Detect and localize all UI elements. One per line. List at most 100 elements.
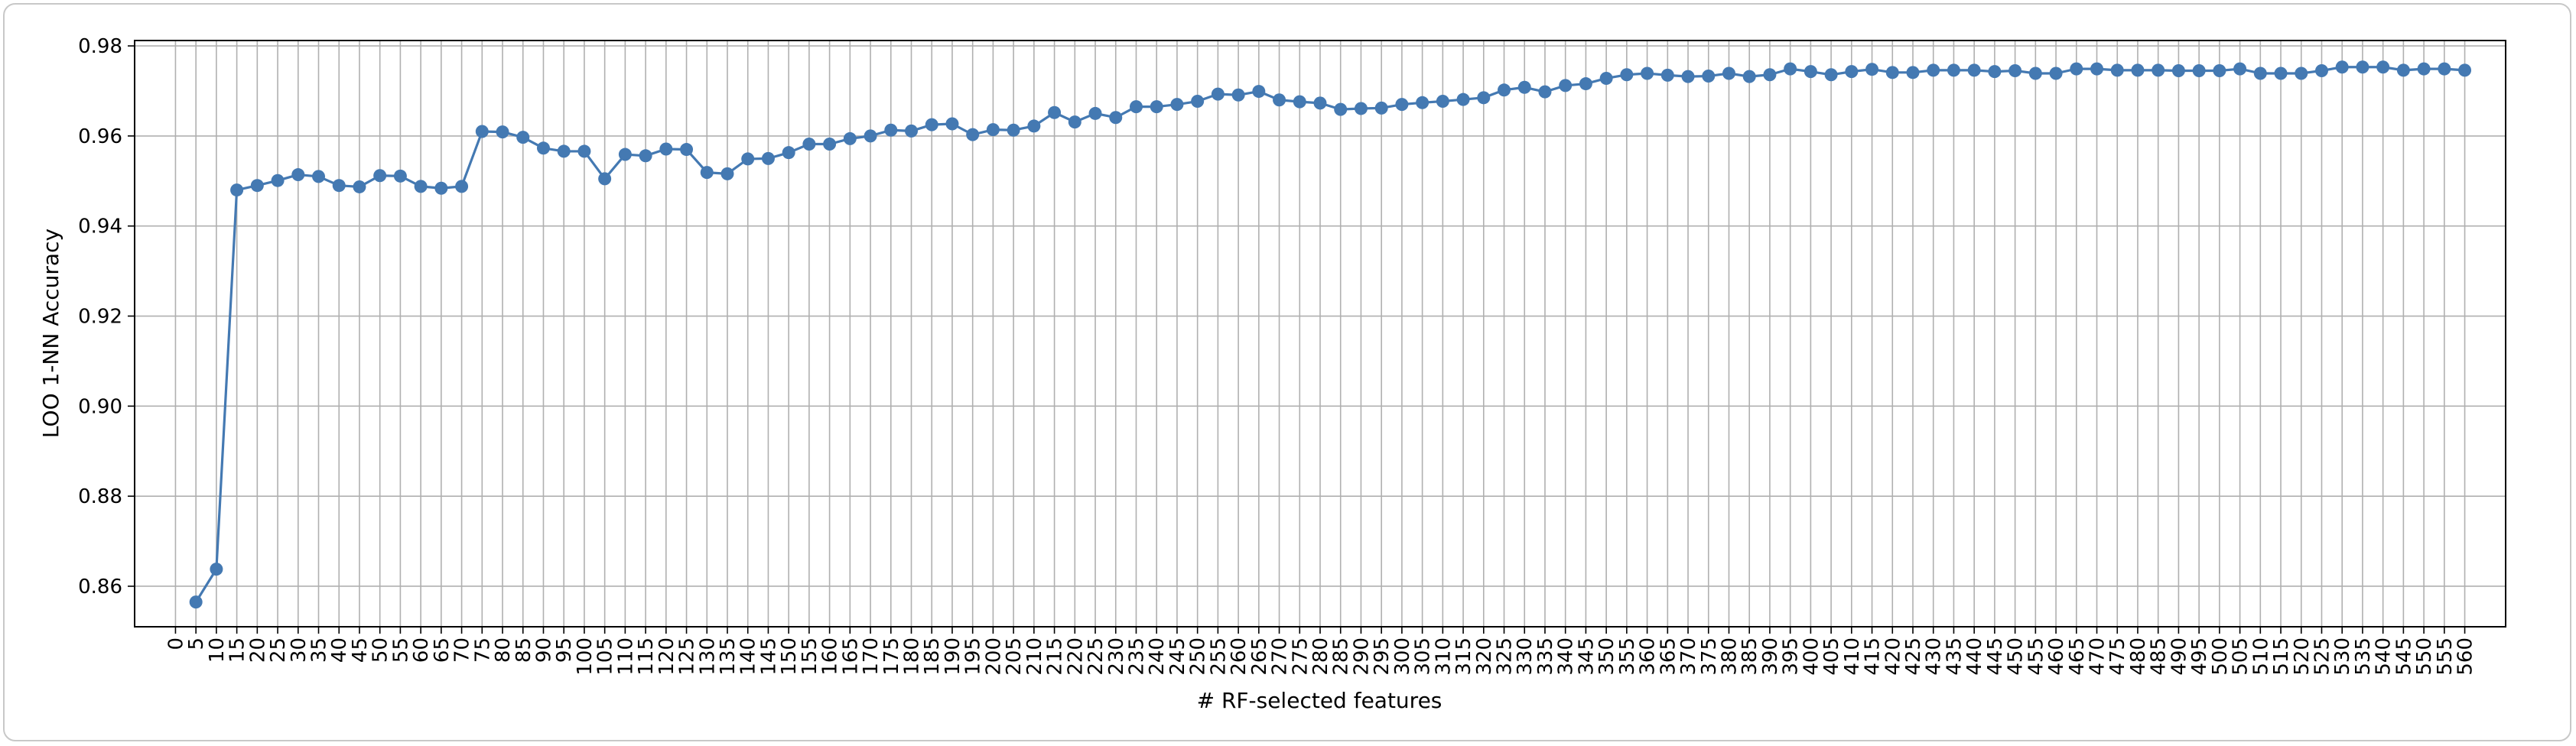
data-point bbox=[2335, 60, 2349, 74]
x-tick-label: 155 bbox=[798, 637, 821, 676]
x-tick-label: 410 bbox=[1841, 637, 1864, 676]
x-tick-label: 290 bbox=[1350, 637, 1373, 676]
data-point bbox=[782, 146, 795, 160]
data-point bbox=[905, 124, 919, 138]
x-tick-label: 440 bbox=[1963, 637, 1986, 676]
data-point bbox=[741, 152, 755, 166]
x-tick-label: 435 bbox=[1943, 637, 1966, 676]
data-point bbox=[2152, 63, 2165, 77]
x-tick-label: 495 bbox=[2188, 637, 2211, 676]
data-point bbox=[598, 172, 612, 186]
x-tick-label: 430 bbox=[1923, 637, 1946, 676]
x-tick-label: 30 bbox=[288, 637, 311, 663]
x-tick-label: 375 bbox=[1698, 637, 1721, 676]
x-tick-label: 390 bbox=[1759, 637, 1782, 676]
y-axis-title: LOO 1-NN Accuracy bbox=[38, 229, 63, 438]
x-tick-label: 115 bbox=[635, 637, 658, 676]
data-point bbox=[516, 131, 530, 144]
data-point bbox=[2090, 62, 2104, 76]
x-tick-label: 295 bbox=[1371, 637, 1394, 676]
data-point bbox=[1906, 66, 1920, 79]
x-tick-label: 140 bbox=[737, 637, 760, 676]
x-tick-label: 35 bbox=[308, 637, 331, 663]
data-point bbox=[250, 179, 264, 193]
x-tick-label: 175 bbox=[880, 637, 903, 676]
data-point bbox=[2192, 63, 2206, 77]
data-point bbox=[2070, 62, 2083, 76]
data-point bbox=[1988, 65, 2002, 79]
x-tick-label: 365 bbox=[1657, 637, 1680, 676]
data-point bbox=[1150, 100, 1163, 114]
data-point bbox=[1354, 102, 1368, 115]
data-point bbox=[2376, 60, 2390, 74]
data-point bbox=[1211, 87, 1225, 101]
data-point bbox=[2110, 63, 2124, 77]
x-tick-label: 235 bbox=[1125, 637, 1148, 676]
x-tick-label: 275 bbox=[1289, 637, 1312, 676]
data-point bbox=[618, 148, 632, 161]
data-point bbox=[1170, 98, 1184, 112]
x-tick-label: 170 bbox=[860, 637, 883, 676]
x-tick-label: 420 bbox=[1882, 637, 1904, 676]
data-point bbox=[925, 118, 938, 131]
data-point bbox=[1109, 111, 1123, 125]
x-tick-label: 525 bbox=[2311, 637, 2334, 676]
x-tick-label: 515 bbox=[2270, 637, 2293, 676]
x-tick-label: 405 bbox=[1820, 637, 1843, 676]
x-tick-label: 190 bbox=[942, 637, 964, 676]
data-point bbox=[1129, 100, 1143, 114]
data-point bbox=[639, 149, 652, 163]
x-tick-label: 395 bbox=[1780, 637, 1803, 676]
x-tick-label: 285 bbox=[1330, 637, 1353, 676]
x-tick-label: 475 bbox=[2106, 637, 2129, 676]
y-axis: 0.86 0.88 0.90 0.92 0.94 0.96 0.98 bbox=[78, 35, 135, 598]
data-point bbox=[2171, 63, 2185, 77]
data-point bbox=[843, 131, 857, 145]
data-point bbox=[1436, 95, 1449, 109]
data-point bbox=[1007, 123, 1020, 137]
data-point bbox=[1416, 96, 1429, 109]
x-tick-label: 125 bbox=[676, 637, 699, 676]
data-point bbox=[2295, 66, 2308, 80]
x-tick-label: 165 bbox=[839, 637, 862, 676]
data-point bbox=[1517, 80, 1531, 94]
data-point bbox=[353, 180, 366, 193]
x-tick-label: 25 bbox=[267, 637, 290, 663]
data-point bbox=[1068, 115, 1081, 129]
data-point bbox=[2314, 63, 2328, 77]
y-tick-label: 0.88 bbox=[78, 485, 122, 508]
x-tick-label: 400 bbox=[1800, 637, 1823, 676]
x-tick-label: 135 bbox=[717, 637, 740, 676]
data-point bbox=[1967, 63, 1981, 77]
data-point bbox=[2253, 66, 2267, 80]
x-tick-label: 445 bbox=[1984, 637, 2007, 676]
x-tick-label: 250 bbox=[1187, 637, 1210, 676]
data-point bbox=[434, 181, 448, 195]
data-point bbox=[1191, 95, 1205, 109]
x-tick-label: 555 bbox=[2434, 637, 2457, 676]
data-point bbox=[1252, 85, 1266, 99]
x-tick-label: 230 bbox=[1105, 637, 1128, 676]
x-tick-label: 215 bbox=[1044, 637, 1067, 676]
data-point bbox=[271, 174, 285, 187]
data-point bbox=[475, 125, 489, 138]
x-tick-label: 95 bbox=[553, 637, 576, 663]
x-tick-label: 510 bbox=[2249, 637, 2272, 676]
data-point bbox=[414, 180, 428, 193]
x-tick-label: 340 bbox=[1555, 637, 1578, 676]
y-tick-label: 0.90 bbox=[78, 395, 122, 418]
x-axis-title: # RF-selected features bbox=[1197, 688, 1442, 713]
x-tick-label: 110 bbox=[614, 637, 637, 676]
data-point bbox=[496, 125, 509, 139]
x-tick-label: 105 bbox=[594, 637, 617, 676]
y-tick-label: 0.92 bbox=[78, 306, 122, 329]
data-point bbox=[1702, 70, 1716, 83]
data-point bbox=[1334, 102, 1348, 116]
data-point bbox=[2458, 63, 2472, 77]
x-tick-label: 485 bbox=[2148, 637, 2171, 676]
x-tick-label: 545 bbox=[2392, 637, 2415, 676]
x-tick-label: 310 bbox=[1432, 637, 1455, 676]
data-point bbox=[720, 167, 734, 180]
data-point bbox=[1313, 96, 1327, 110]
